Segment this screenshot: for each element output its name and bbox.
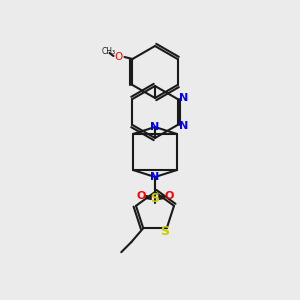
Text: S: S (151, 191, 160, 205)
Text: N: N (150, 122, 160, 132)
Text: O: O (114, 52, 123, 62)
Text: N: N (179, 93, 188, 103)
Text: N: N (179, 121, 188, 131)
Text: CH₃: CH₃ (101, 46, 116, 56)
Text: O: O (136, 191, 146, 201)
Text: O: O (164, 191, 174, 201)
Text: N: N (150, 172, 160, 182)
Text: S: S (160, 225, 169, 238)
